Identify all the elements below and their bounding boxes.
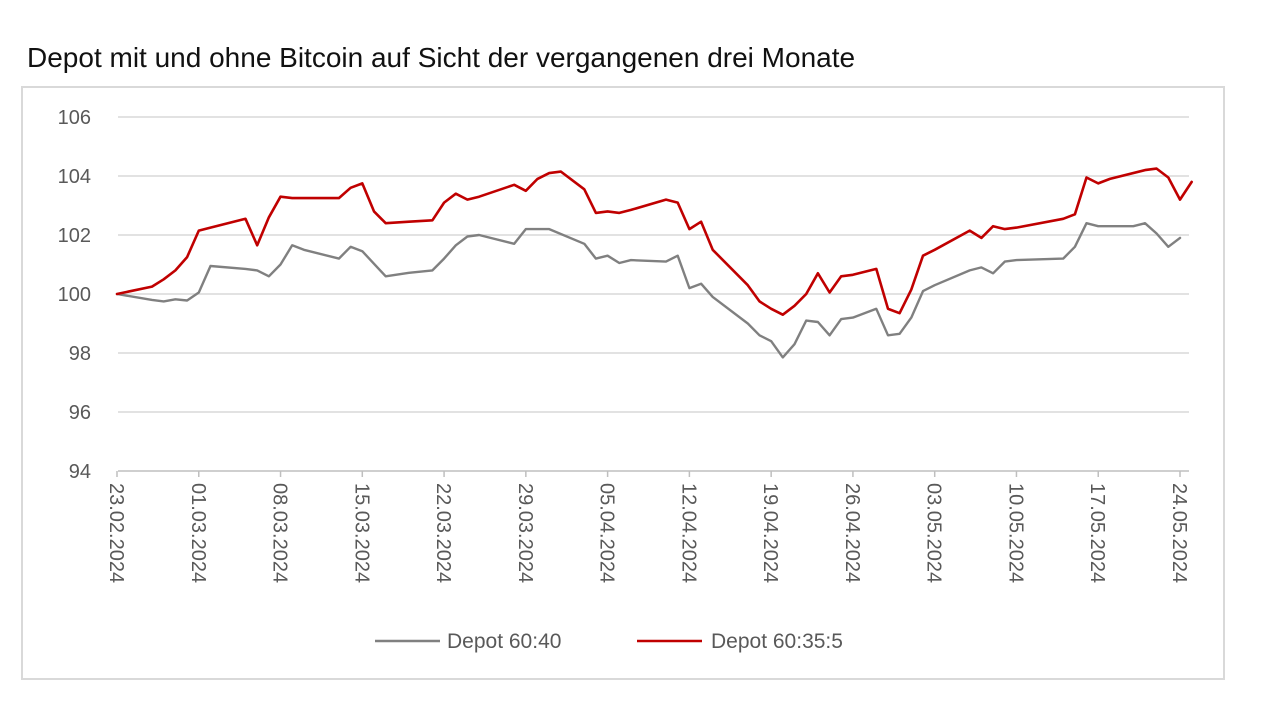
y-axis-ticks: 94 96 98 100 102 104 106 bbox=[58, 107, 91, 483]
x-tick-label: 12.04.2024 bbox=[677, 483, 699, 583]
y-tick-label: 102 bbox=[58, 225, 91, 247]
x-tick-label: 29.03.2024 bbox=[514, 483, 536, 583]
series-line-1 bbox=[115, 221, 1182, 359]
y-tick-label: 104 bbox=[58, 166, 91, 188]
x-tick-label: 17.05.2024 bbox=[1086, 483, 1108, 583]
x-tick-label: 22.03.2024 bbox=[432, 483, 454, 583]
series-line-2 bbox=[115, 167, 1193, 317]
x-tick-label: 01.03.2024 bbox=[187, 483, 209, 583]
legend-label-2: Depot 60:35:5 bbox=[711, 630, 843, 653]
y-tick-label: 94 bbox=[69, 461, 91, 483]
x-tick-label: 05.04.2024 bbox=[596, 483, 618, 583]
y-tick-label: 98 bbox=[69, 343, 91, 365]
x-axis-ticks: 23.02.2024 01.03.2024 08.03.2024 15.03.2024… bbox=[105, 471, 1190, 583]
x-tick-label: 26.04.2024 bbox=[841, 483, 863, 583]
y-tick-label: 100 bbox=[58, 284, 91, 306]
legend: Depot 60:40 Depot 60:35:5 bbox=[375, 630, 843, 653]
x-tick-label: 03.05.2024 bbox=[923, 483, 945, 583]
x-tick-label: 19.04.2024 bbox=[759, 483, 781, 583]
x-tick-label: 24.05.2024 bbox=[1168, 483, 1190, 583]
x-tick-label: 15.03.2024 bbox=[350, 483, 372, 583]
series-lines bbox=[115, 167, 1193, 359]
legend-label-1: Depot 60:40 bbox=[447, 630, 561, 653]
x-tick-label: 10.05.2024 bbox=[1005, 483, 1027, 583]
gridlines bbox=[118, 116, 1189, 413]
y-tick-label: 106 bbox=[58, 107, 91, 129]
x-tick-label: 23.02.2024 bbox=[105, 483, 127, 583]
chart-frame bbox=[21, 86, 1225, 680]
x-tick-label: 08.03.2024 bbox=[269, 483, 291, 583]
y-tick-label: 96 bbox=[69, 402, 91, 424]
chart-title: Depot mit und ohne Bitcoin auf Sicht der… bbox=[27, 42, 856, 73]
